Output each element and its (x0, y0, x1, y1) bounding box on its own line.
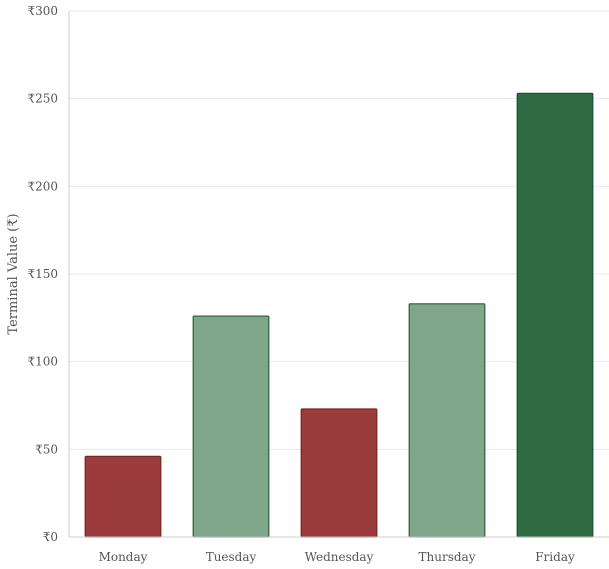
x-tick-label: Friday (535, 550, 575, 564)
bar-monday (84, 455, 162, 538)
bar-layer (84, 92, 594, 538)
y-tick-label: ₹250 (27, 92, 58, 106)
x-tick-label: Thursday (419, 550, 476, 564)
x-tick-label: Monday (99, 550, 148, 564)
axis-layer (68, 11, 609, 538)
y-tick-label: ₹50 (35, 442, 58, 456)
y-tick-label: ₹200 (27, 179, 58, 193)
bar-friday (516, 92, 594, 538)
label-layer: ₹0 ₹50 ₹100 ₹150 ₹200 ₹250 ₹300 Monday Tuesday We… (27, 4, 575, 564)
y-tick-label: ₹100 (27, 355, 58, 369)
y-tick-label: ₹300 (27, 4, 58, 18)
x-tick-label: Tuesday (206, 550, 257, 564)
y-tick-label: ₹0 (43, 530, 58, 544)
y-tick-label: ₹150 (27, 267, 58, 281)
y-axis-title: Terminal Value (₹) (6, 213, 21, 334)
x-tick-label: Wednesday (305, 550, 374, 564)
bar-thursday (408, 303, 486, 538)
bar-wednesday (300, 408, 378, 538)
bar-tuesday (192, 315, 270, 538)
